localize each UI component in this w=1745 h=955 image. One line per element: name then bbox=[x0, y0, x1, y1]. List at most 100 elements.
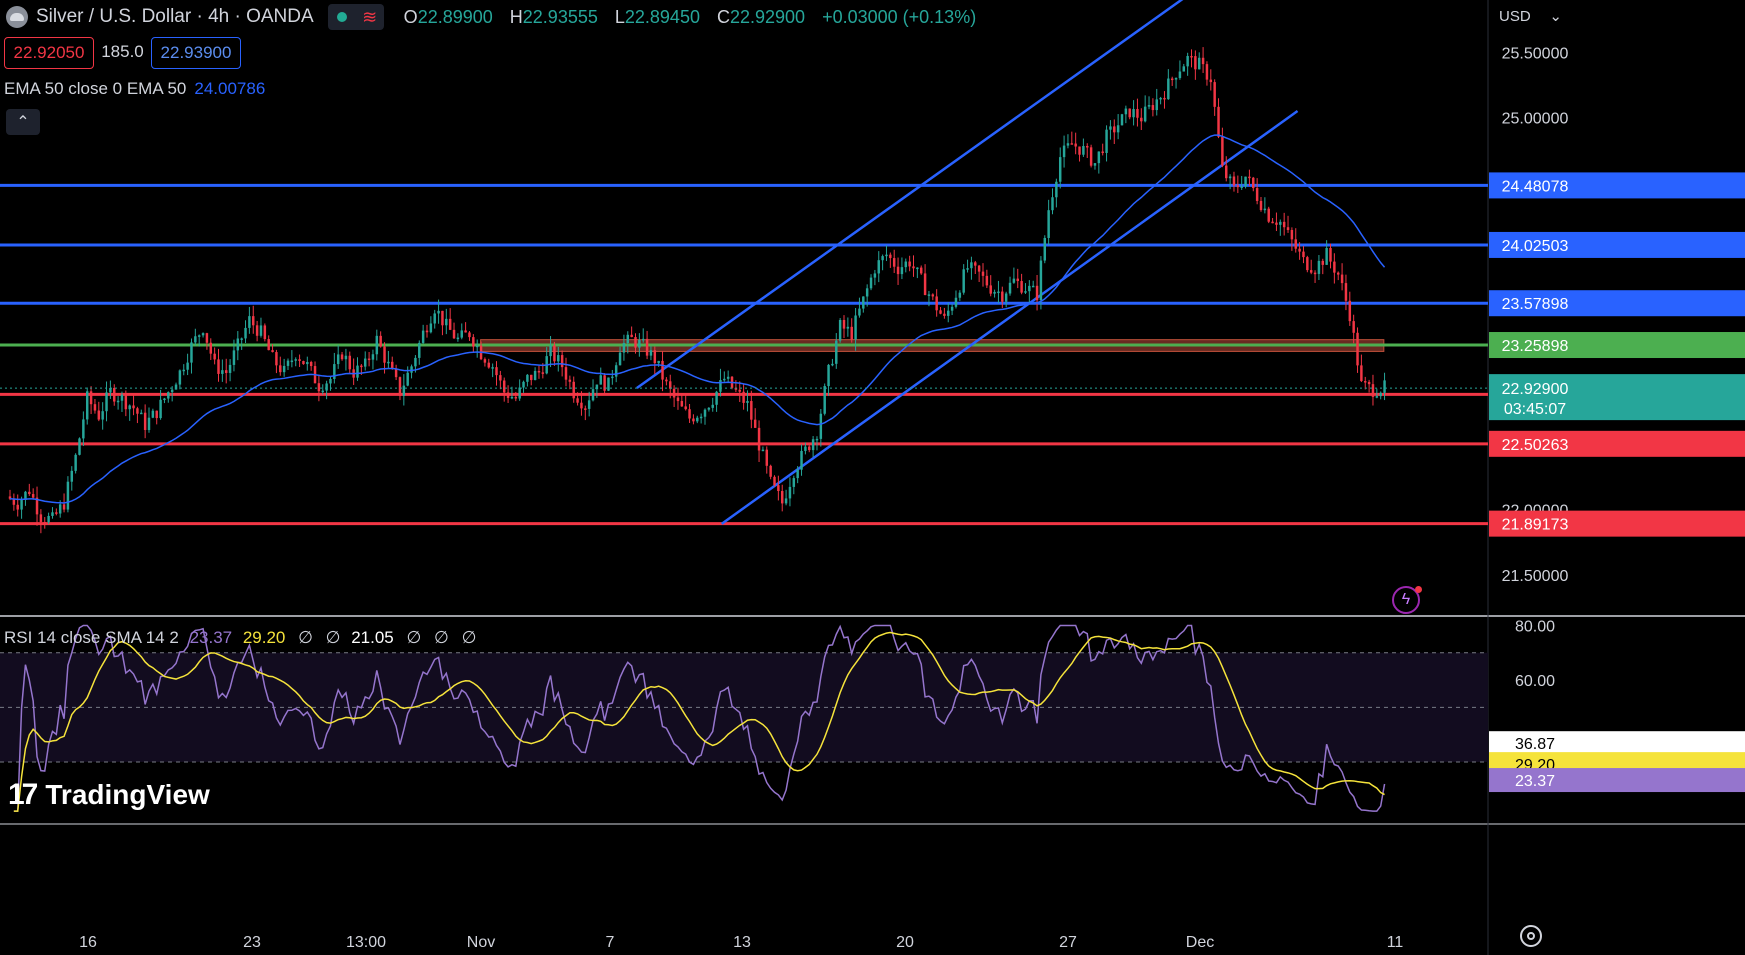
candle bbox=[1194, 56, 1197, 70]
candle bbox=[808, 446, 811, 451]
candle bbox=[1070, 143, 1074, 145]
candle bbox=[684, 406, 687, 410]
time-tick-label: 20 bbox=[896, 934, 914, 951]
candle bbox=[1352, 321, 1355, 333]
candle bbox=[954, 297, 958, 307]
candle bbox=[213, 353, 216, 360]
gear-icon[interactable] bbox=[1520, 925, 1542, 947]
rsi-legend-sma: 29.20 bbox=[242, 628, 286, 647]
candle bbox=[16, 504, 19, 510]
channel-upper-line bbox=[636, 0, 1184, 390]
candle bbox=[174, 384, 178, 390]
level-tag-resistance: 24.48078 bbox=[1502, 178, 1569, 195]
candle bbox=[966, 268, 969, 270]
candle bbox=[1109, 126, 1112, 130]
candle bbox=[167, 392, 170, 399]
candle bbox=[889, 254, 892, 259]
candle bbox=[618, 352, 622, 366]
candle bbox=[614, 365, 618, 377]
candle bbox=[1248, 176, 1251, 179]
candle bbox=[815, 438, 819, 441]
market-open-dot-icon[interactable] bbox=[327, 4, 356, 30]
candle bbox=[587, 400, 591, 409]
candle bbox=[1020, 281, 1023, 293]
chevron-down-icon: ⌄ bbox=[1549, 8, 1562, 25]
candle bbox=[591, 389, 595, 401]
candle bbox=[136, 408, 139, 414]
candle bbox=[502, 380, 506, 393]
candle bbox=[329, 378, 332, 384]
candle bbox=[290, 360, 294, 363]
candle bbox=[865, 288, 869, 297]
candle bbox=[981, 271, 985, 276]
candle bbox=[39, 514, 43, 522]
candle bbox=[1201, 57, 1205, 65]
candle bbox=[1217, 106, 1220, 137]
channel-lower-line bbox=[720, 110, 1299, 525]
candle bbox=[1317, 260, 1321, 274]
candle bbox=[55, 512, 58, 514]
candle bbox=[564, 367, 568, 380]
tradingview-logo[interactable]: 17 TradingView bbox=[8, 778, 210, 812]
candle bbox=[464, 330, 467, 333]
candle bbox=[1174, 78, 1178, 80]
sell-price-button[interactable]: 22.92050 bbox=[4, 37, 94, 69]
time-tick-label: 13 bbox=[733, 934, 751, 951]
candle bbox=[707, 407, 711, 410]
candle bbox=[1159, 97, 1162, 100]
candle bbox=[1279, 221, 1282, 225]
candle bbox=[831, 363, 834, 366]
buy-price-button[interactable]: 22.93900 bbox=[151, 37, 241, 69]
candle bbox=[1321, 260, 1325, 265]
candle bbox=[811, 439, 815, 451]
candle bbox=[429, 323, 433, 333]
candle bbox=[336, 354, 340, 365]
symbol-title[interactable]: Silver / U.S. Dollar · 4h · OANDA bbox=[36, 6, 314, 27]
rsi-legend-empty: ∅ bbox=[325, 628, 341, 647]
candle bbox=[398, 377, 402, 396]
rsi-value-tag: 23.37 bbox=[1515, 773, 1555, 790]
candle bbox=[263, 325, 267, 340]
level-tag-support: 22.50263 bbox=[1502, 437, 1569, 454]
candle bbox=[1367, 381, 1371, 385]
candle bbox=[321, 390, 324, 393]
candle bbox=[1113, 126, 1116, 133]
candle bbox=[302, 360, 305, 365]
rsi-legend-label: RSI 14 close SMA 14 2 bbox=[4, 628, 179, 647]
time-tick-label: 23 bbox=[243, 934, 261, 951]
candle bbox=[676, 397, 680, 402]
candle bbox=[568, 379, 572, 382]
rsi-line bbox=[13, 624, 1386, 812]
level-tag-resistance-bg bbox=[1489, 231, 1745, 258]
candle bbox=[209, 342, 213, 354]
candle bbox=[1340, 274, 1344, 284]
candle bbox=[1001, 291, 1004, 302]
chevron-up-icon[interactable]: ⌃ bbox=[6, 109, 40, 135]
candle bbox=[927, 294, 931, 296]
wave-icon[interactable]: ≋ bbox=[355, 4, 384, 30]
candle bbox=[1348, 300, 1352, 322]
lightning-icon[interactable]: ϟ bbox=[1392, 586, 1422, 614]
candle bbox=[35, 497, 39, 515]
currency-selector[interactable]: USD ⌄ bbox=[1493, 2, 1568, 30]
candle bbox=[784, 498, 788, 504]
candle bbox=[1078, 146, 1081, 155]
candle bbox=[985, 275, 989, 286]
rsi-legend[interactable]: RSI 14 close SMA 14 2 23.37 29.20 ∅ ∅ 21… bbox=[4, 628, 476, 648]
candle bbox=[1186, 55, 1189, 67]
candle bbox=[363, 358, 367, 367]
candle bbox=[1213, 82, 1216, 107]
candle bbox=[221, 370, 224, 374]
candle bbox=[383, 346, 386, 363]
candle bbox=[869, 277, 873, 289]
candle bbox=[715, 391, 718, 405]
ema-legend[interactable]: EMA 50 close 0 EMA 50 24.00786 bbox=[4, 79, 265, 99]
candle bbox=[854, 315, 857, 340]
candle bbox=[441, 310, 444, 326]
candle bbox=[1028, 285, 1031, 292]
candle bbox=[881, 256, 884, 261]
price-axis bbox=[1488, 0, 1745, 955]
rsi-legend-empty: ∅ bbox=[461, 628, 477, 647]
candle bbox=[155, 410, 158, 419]
